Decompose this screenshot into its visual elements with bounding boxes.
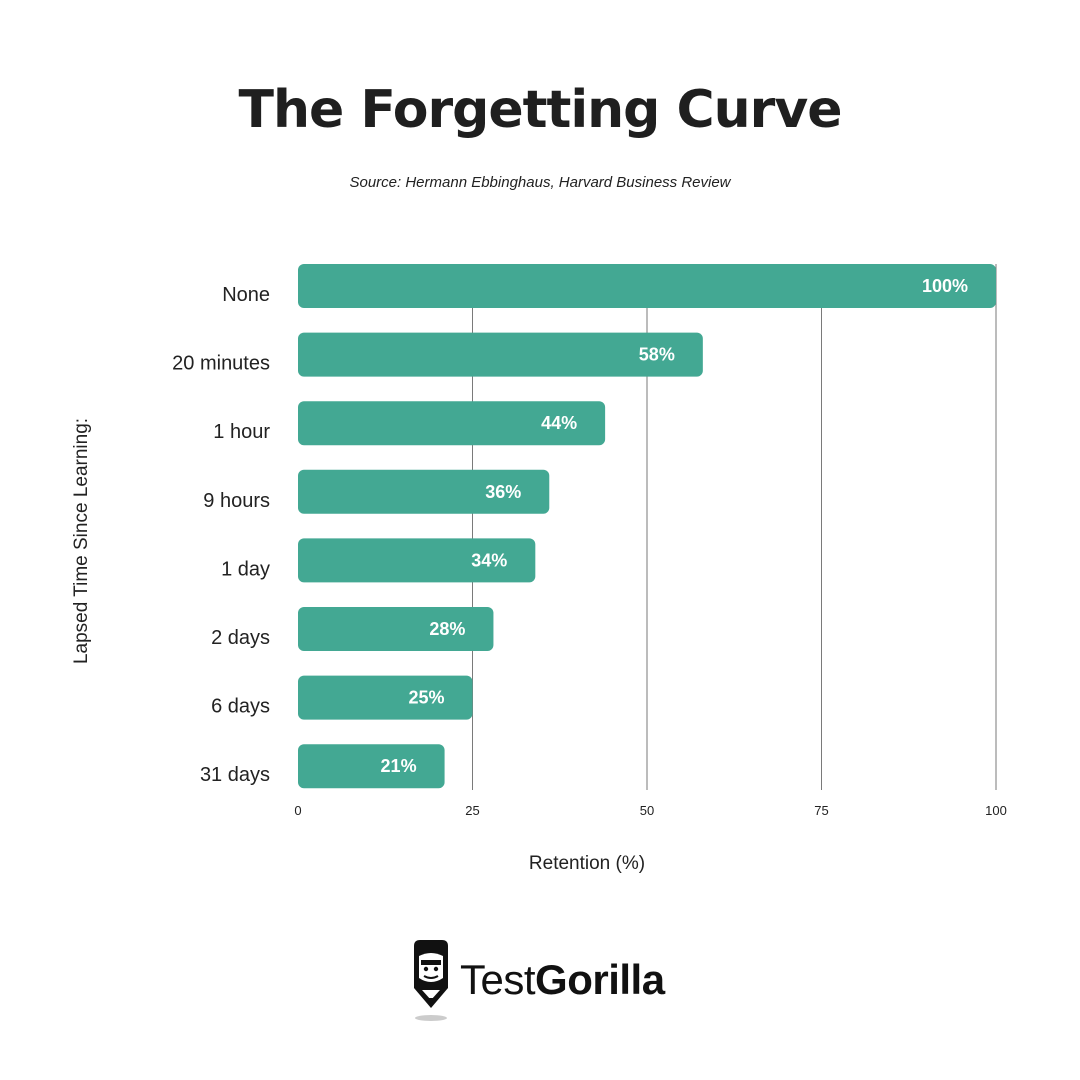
tick-label: 25: [465, 803, 479, 818]
chart-subtitle: Source: Hermann Ebbinghaus, Harvard Busi…: [349, 174, 731, 191]
x-axis-label: Retention (%): [528, 853, 646, 874]
data-label: 44%: [541, 413, 577, 433]
bar: [298, 401, 606, 446]
bar: [298, 264, 996, 308]
data-label: 100%: [922, 276, 968, 296]
data-label: 28%: [429, 619, 465, 639]
brand-name-bold: Gorilla: [535, 956, 665, 1003]
bar: [298, 332, 703, 377]
data-label: 58%: [639, 345, 675, 365]
tick-label: 75: [814, 803, 828, 818]
brand-name-light: Test: [460, 956, 536, 1003]
data-label: 36%: [485, 482, 521, 502]
category-label: 20 minutes: [172, 353, 270, 375]
tick-label: 0: [294, 803, 301, 818]
data-label: 25%: [408, 688, 444, 708]
category-label: None: [222, 284, 270, 306]
bar: [298, 607, 494, 651]
tick-label: 50: [640, 803, 654, 818]
tick-label: 100: [985, 803, 1007, 818]
category-label: 1 day: [221, 558, 270, 580]
data-label: 34%: [471, 550, 507, 570]
category-label: 6 days: [211, 696, 270, 718]
brand-logo: TestGorilla: [410, 938, 710, 1022]
data-label: 21%: [381, 756, 417, 776]
bar: [298, 538, 536, 583]
bar: [298, 675, 473, 720]
bar: [298, 469, 550, 514]
category-label: 31 days: [200, 764, 270, 786]
brand-name: TestGorilla: [460, 956, 665, 1004]
category-label: 9 hours: [203, 490, 270, 512]
category-label: 1 hour: [213, 421, 270, 443]
bar: [298, 744, 445, 789]
gorilla-pencil-icon: [414, 940, 448, 1021]
chart-title: The Forgetting Curve: [238, 80, 842, 140]
category-label: 2 days: [211, 627, 270, 649]
